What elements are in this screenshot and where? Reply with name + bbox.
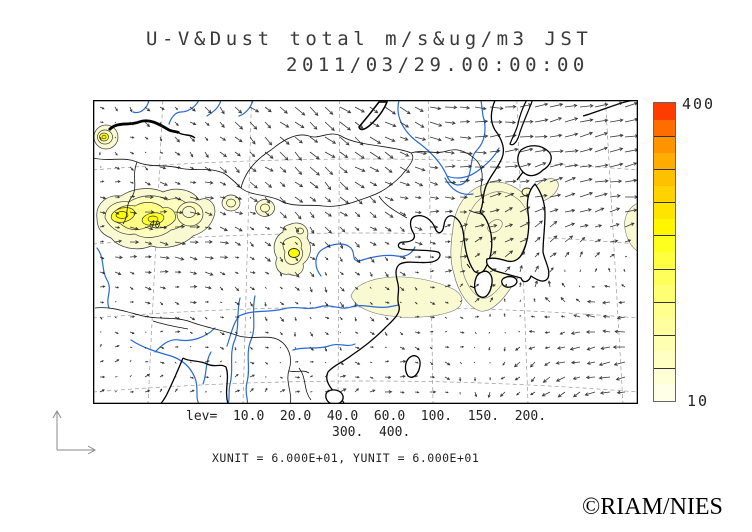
coastlines xyxy=(159,100,637,404)
rivers xyxy=(96,100,500,404)
graticule xyxy=(93,100,638,404)
axis-arrows-icon xyxy=(52,409,97,455)
island-hainan xyxy=(325,389,344,404)
plot-title: U-V&Dust total m/s&ug/m3 JST xyxy=(146,28,593,50)
island-kyushu xyxy=(474,270,493,298)
colorbar xyxy=(653,102,676,402)
map-svg: 40 xyxy=(93,100,638,404)
map-canvas: 40 xyxy=(93,100,638,404)
contour-levels-line2: 300. 400. xyxy=(332,425,411,440)
lake-baikal xyxy=(358,101,389,131)
copyright-label: ©RIAM/NIES xyxy=(582,494,723,520)
lakes xyxy=(107,101,389,139)
island-shikoku xyxy=(500,275,518,288)
island-taiwan xyxy=(404,355,421,378)
contour-levels-line1: lev= 10.0 20.0 40.0 60.0 100. 150. 200. xyxy=(186,409,547,424)
colorbar-min-label: 10 xyxy=(687,392,710,410)
island-hokkaido xyxy=(517,145,552,177)
map-frame xyxy=(93,100,638,404)
wind-vectors xyxy=(98,101,638,399)
colorbar-max-label: 400 xyxy=(682,95,716,113)
units-line: XUNIT = 6.000E+01, YUNIT = 6.000E+01 xyxy=(212,451,480,465)
island-honshu xyxy=(485,183,550,283)
plot-timestamp: 2011/03/29.00:00:00 xyxy=(286,54,589,76)
lake-balkhash xyxy=(107,119,180,135)
